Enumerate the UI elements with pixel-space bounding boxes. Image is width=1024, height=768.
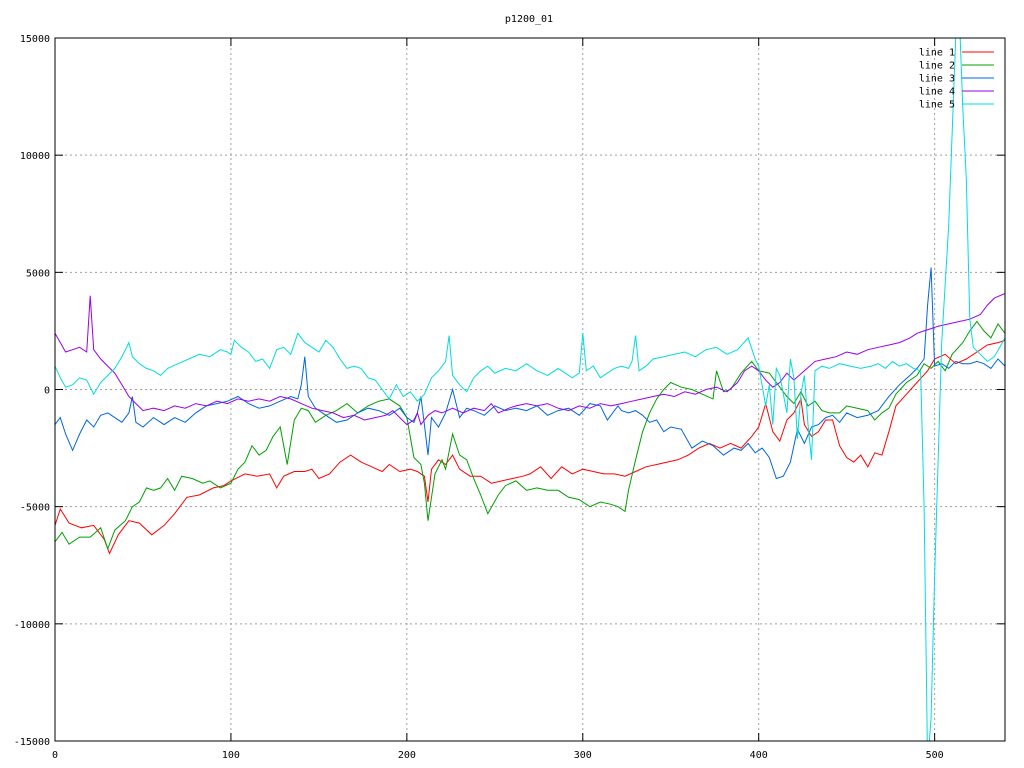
axis-ticks — [54, 37, 1005, 742]
y-tick-labels: -15000 -10000 -5000 0 5000 10000 15000 — [14, 34, 50, 748]
series-line-5 — [55, 38, 1005, 741]
y-tick-label: 15000 — [20, 34, 50, 45]
plot-frame — [54, 37, 1006, 742]
x-tick-label: 400 — [750, 750, 768, 761]
x-tick-labels: 0 100 200 300 400 500 — [52, 750, 944, 761]
x-tick-label: 300 — [574, 750, 592, 761]
x-tick-label: 500 — [926, 750, 944, 761]
legend-label: line 3 — [919, 74, 955, 85]
series-line-2 — [55, 320, 1005, 551]
x-tick-label: 100 — [222, 750, 240, 761]
series-line-4 — [55, 292, 1005, 426]
legend-label: line 1 — [919, 48, 955, 59]
series-line-3 — [55, 267, 1005, 480]
x-tick-label: 200 — [398, 750, 416, 761]
y-tick-label: 10000 — [20, 151, 50, 162]
y-tick-label: -10000 — [14, 620, 50, 631]
legend: line 1 line 2 line 3 line 4 line 5 — [919, 48, 994, 111]
grid-lines — [55, 38, 1005, 741]
legend-label: line 2 — [919, 61, 955, 72]
y-tick-label: -5000 — [20, 503, 50, 514]
plot-series — [55, 38, 1005, 741]
y-tick-label: 0 — [44, 386, 50, 397]
legend-label: line 4 — [919, 87, 955, 98]
y-tick-label: -15000 — [14, 737, 50, 748]
x-tick-label: 0 — [52, 750, 58, 761]
y-tick-label: 5000 — [26, 268, 50, 279]
legend-label: line 5 — [919, 100, 955, 111]
series-line-1 — [55, 339, 1005, 555]
chart-title: p1200_01 — [505, 14, 553, 25]
